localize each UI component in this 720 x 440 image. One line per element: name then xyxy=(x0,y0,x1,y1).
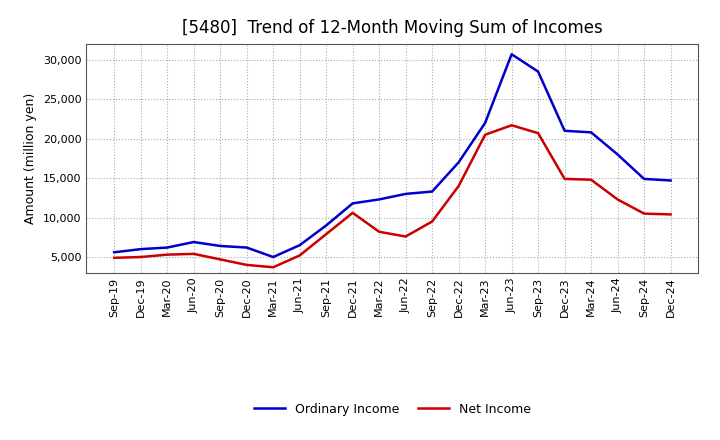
Net Income xyxy=(163,252,171,257)
Net Income xyxy=(401,234,410,239)
Net Income xyxy=(613,197,622,202)
Net Income xyxy=(322,231,330,237)
Ordinary Income xyxy=(587,130,595,135)
Net Income xyxy=(216,257,225,262)
Ordinary Income xyxy=(322,223,330,228)
Line: Net Income: Net Income xyxy=(114,125,670,267)
Ordinary Income xyxy=(295,242,304,248)
Ordinary Income xyxy=(640,176,649,182)
Ordinary Income xyxy=(136,246,145,252)
Ordinary Income xyxy=(613,152,622,157)
Net Income xyxy=(508,123,516,128)
Ordinary Income xyxy=(508,51,516,57)
Net Income xyxy=(110,255,119,260)
Ordinary Income xyxy=(401,191,410,197)
Net Income xyxy=(454,183,463,189)
Ordinary Income xyxy=(243,245,251,250)
Ordinary Income xyxy=(269,254,277,260)
Net Income xyxy=(587,177,595,182)
Net Income xyxy=(640,211,649,216)
Ordinary Income xyxy=(110,249,119,255)
Ordinary Income xyxy=(534,69,542,74)
Net Income xyxy=(243,262,251,268)
Ordinary Income xyxy=(666,178,675,183)
Title: [5480]  Trend of 12-Month Moving Sum of Incomes: [5480] Trend of 12-Month Moving Sum of I… xyxy=(182,19,603,37)
Net Income xyxy=(534,131,542,136)
Ordinary Income xyxy=(428,189,436,194)
Net Income xyxy=(136,254,145,260)
Net Income xyxy=(666,212,675,217)
Ordinary Income xyxy=(189,239,198,245)
Ordinary Income xyxy=(375,197,384,202)
Ordinary Income xyxy=(481,120,490,125)
Ordinary Income xyxy=(348,201,357,206)
Net Income xyxy=(189,251,198,257)
Ordinary Income xyxy=(163,245,171,250)
Net Income xyxy=(481,132,490,137)
Ordinary Income xyxy=(216,243,225,249)
Net Income xyxy=(295,253,304,258)
Net Income xyxy=(428,219,436,224)
Line: Ordinary Income: Ordinary Income xyxy=(114,54,670,257)
Net Income xyxy=(269,264,277,270)
Ordinary Income xyxy=(560,128,569,133)
Legend: Ordinary Income, Net Income: Ordinary Income, Net Income xyxy=(248,398,536,421)
Y-axis label: Amount (million yen): Amount (million yen) xyxy=(24,93,37,224)
Net Income xyxy=(375,229,384,235)
Net Income xyxy=(348,210,357,216)
Net Income xyxy=(560,176,569,182)
Ordinary Income xyxy=(454,160,463,165)
